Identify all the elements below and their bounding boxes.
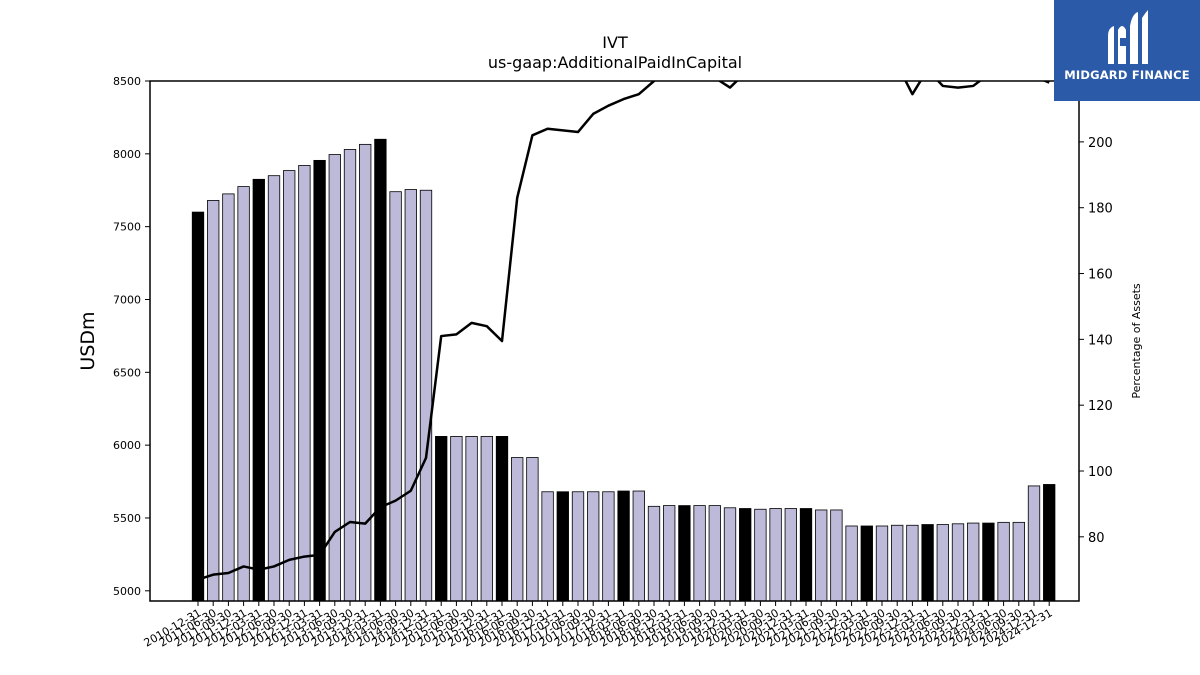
- bar-2011-09-30: [237, 186, 250, 602]
- bar-2010-12-31: [191, 211, 205, 602]
- bar-2021-12-31: [860, 525, 873, 602]
- bar-2017-06-30: [587, 491, 600, 602]
- bar-2016-12-31: [556, 491, 569, 602]
- x-axis: 2010-12-312011-06-302011-09-302011-12-31…: [142, 601, 1055, 650]
- bar-2015-09-30: [480, 436, 493, 602]
- midgard-finance-logo: MIDGARD FINANCE: [1054, 0, 1200, 101]
- y2-tick-label: 140: [1088, 333, 1113, 348]
- left-axis: 5000 5500 6000 6500 7000 7500 8000 8500: [113, 75, 150, 598]
- bar-2022-12-31: [921, 524, 934, 602]
- y2-tick-label: 80: [1088, 531, 1105, 546]
- bar-2023-03-31: [936, 524, 949, 602]
- bar-2021-09-30: [845, 525, 858, 602]
- bar-2021-06-30: [830, 509, 843, 602]
- plot-frame: [149, 80, 1080, 602]
- bar-2024-03-31: [997, 521, 1010, 602]
- y2-tick-label: 180: [1088, 202, 1113, 217]
- bar-2023-06-30: [951, 523, 965, 602]
- chart-subtitle: us-gaap:AdditionalPaidInCapital: [488, 53, 742, 72]
- bar-2014-09-30: [419, 189, 433, 602]
- percentage-of-assets-line: [197, 81, 1050, 581]
- bar-2018-03-31: [632, 490, 645, 602]
- y-tick-label: 6500: [113, 366, 141, 379]
- bar-2020-06-30: [769, 508, 782, 602]
- bar-2023-09-30: [967, 522, 980, 602]
- bar-2021-03-31: [815, 509, 828, 602]
- bar-2022-03-31: [875, 525, 889, 602]
- bar-2022-06-30: [891, 524, 904, 602]
- y2-tick-label: 100: [1088, 465, 1113, 480]
- y-tick-label: 8000: [113, 148, 141, 161]
- bar-2019-12-31: [739, 508, 752, 602]
- chart-title: IVT: [602, 33, 628, 52]
- bar-2013-06-30: [343, 149, 357, 602]
- y-tick-label: 7000: [113, 293, 141, 306]
- y-axis-label: USDm: [77, 311, 99, 370]
- bar-2020-03-31: [754, 508, 767, 602]
- y2-tick-label: 120: [1088, 399, 1113, 414]
- bar-2023-12-31: [982, 522, 995, 602]
- bar-series: [191, 138, 1056, 602]
- bar-2022-09-30: [906, 524, 919, 602]
- percentage-line-layer: [197, 81, 1050, 581]
- y-tick-label: 7500: [113, 221, 141, 234]
- bar-2019-06-30: [708, 505, 721, 602]
- bar-2024-06-30: [1012, 521, 1025, 602]
- bar-2017-03-31: [571, 491, 585, 602]
- bar-2012-06-30: [283, 170, 296, 602]
- bar-2012-03-31: [267, 175, 281, 602]
- bar-2013-09-30: [359, 143, 372, 602]
- bar-2015-12-31: [495, 436, 509, 602]
- bar-2018-12-31: [678, 505, 691, 602]
- bar-2015-03-31: [450, 436, 463, 602]
- bar-2012-12-31: [313, 159, 326, 602]
- bar-2014-03-31: [389, 191, 402, 602]
- y2-tick-label: 160: [1088, 268, 1113, 283]
- bar-2017-09-30: [602, 491, 615, 602]
- bar-2014-06-30: [404, 189, 417, 602]
- y2-axis-label: Percentage of Assets: [1130, 283, 1143, 399]
- bar-2020-12-31: [799, 508, 813, 602]
- bar-2024-12-31: [1043, 484, 1056, 602]
- bar-2018-06-30: [647, 505, 661, 602]
- bar-2011-03-31: [207, 200, 220, 602]
- y-tick-label: 8500: [113, 75, 141, 88]
- y2-tick-label: 200: [1088, 136, 1113, 151]
- bar-2019-03-31: [693, 505, 706, 602]
- bar-2016-06-30: [526, 457, 539, 602]
- bar-2024-09-30: [1027, 485, 1041, 602]
- bar-2011-06-30: [222, 193, 235, 602]
- bar-2015-06-30: [465, 436, 478, 602]
- bar-2016-03-31: [511, 457, 524, 602]
- bar-2012-09-30: [298, 165, 311, 602]
- bar-2020-09-30: [784, 508, 797, 602]
- logo-text: MIDGARD FINANCE: [1064, 68, 1190, 82]
- bar-2017-12-31: [617, 490, 630, 602]
- midgard-logo-icon: [1108, 10, 1148, 64]
- bar-2019-09-30: [723, 507, 737, 602]
- y-tick-label: 5000: [113, 585, 141, 598]
- bar-2011-12-31: [252, 178, 265, 602]
- y-tick-label: 6000: [113, 439, 141, 452]
- bar-2013-12-31: [374, 138, 387, 602]
- y-tick-label: 5500: [113, 512, 141, 525]
- bar-2016-09-30: [541, 491, 554, 602]
- bar-2018-09-30: [663, 505, 676, 602]
- right-axis: 80 100 120 140 160 180 200: [1079, 136, 1113, 546]
- bar-2014-12-31: [435, 436, 448, 602]
